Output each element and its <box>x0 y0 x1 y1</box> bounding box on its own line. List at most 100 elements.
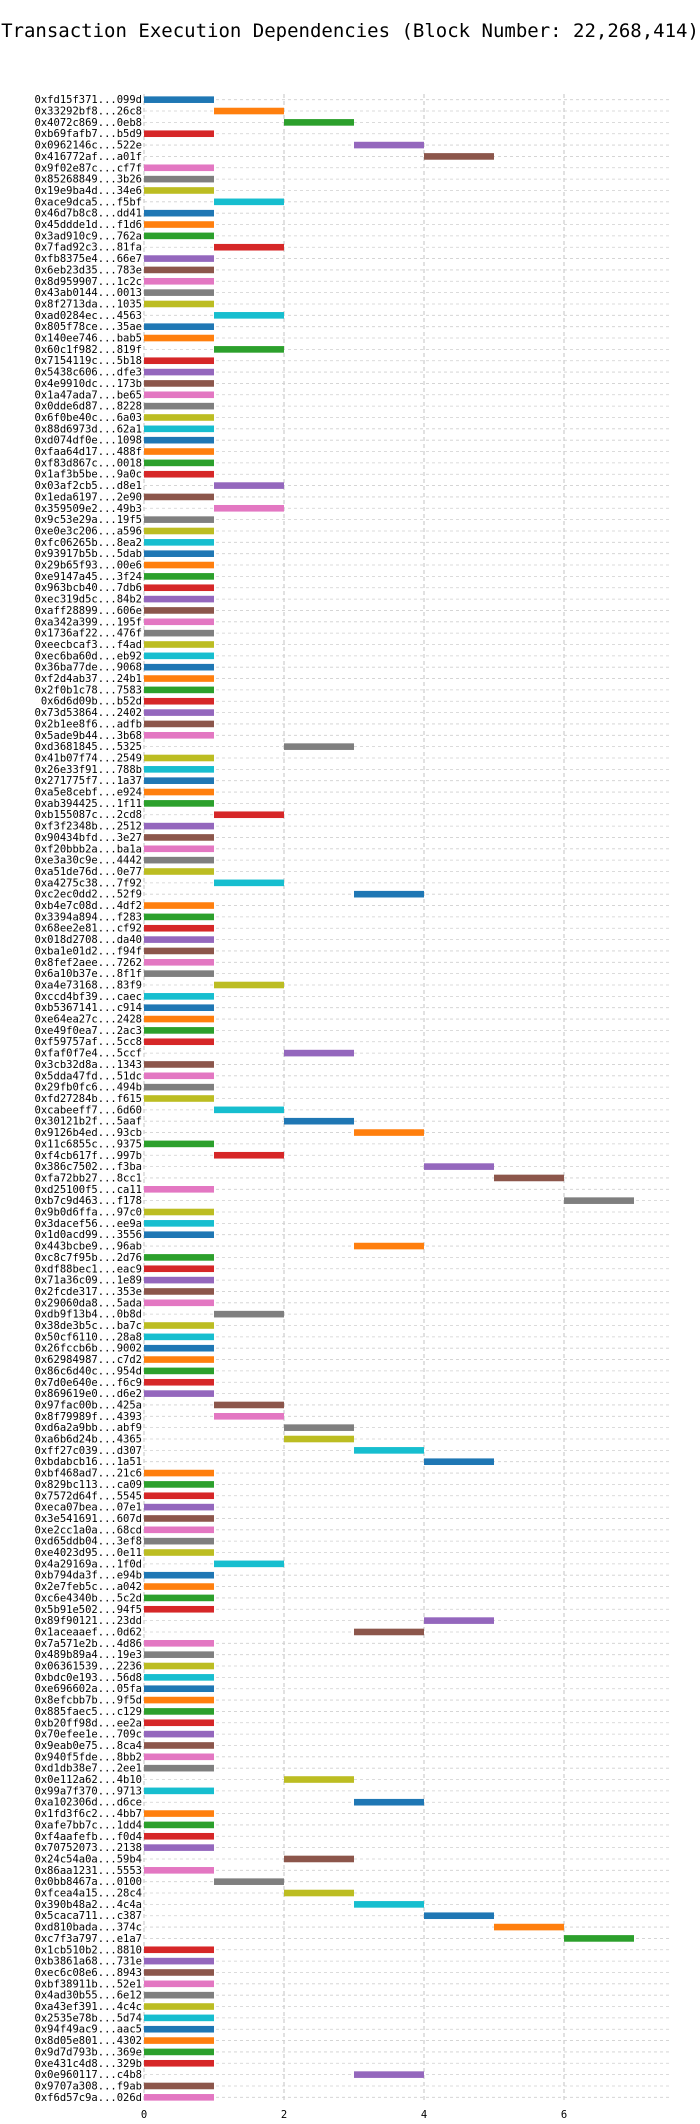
tick-label-y: 0xfd27284b...f615 <box>35 1093 142 1105</box>
tick-label-y: 0x3e541691...607d <box>35 1513 142 1525</box>
tick-label-y: 0xe4023d95...0e11 <box>35 1547 142 1559</box>
tick-label-y: 0xa4275c38...7f92 <box>35 877 142 889</box>
bar <box>144 1708 214 1715</box>
tick-label-y: 0xfcea4a15...28c4 <box>35 1888 142 1900</box>
bar <box>144 2025 214 2033</box>
bar <box>144 1742 214 1749</box>
bar <box>144 277 214 285</box>
tick-label-y: 0xc7f3a797...e1a7 <box>35 1933 142 1945</box>
tick-label-y: 0x3dacef56...ee9a <box>35 1218 142 1230</box>
bar <box>144 1208 214 1216</box>
tick-label-y: 0x29fb0fc6...494b <box>35 1082 142 1094</box>
bar <box>284 743 354 750</box>
tick-label-y: 0x1eda6197...2e90 <box>35 491 142 503</box>
bar <box>214 1560 284 1568</box>
bar <box>144 652 214 660</box>
bar <box>284 1435 354 1443</box>
tick-label-y: 0xf59757af...5cc8 <box>35 1036 142 1048</box>
tick-label-y: 0x2535e78b...5d74 <box>35 2012 142 2024</box>
tick-label-y: 0x8d05e801...4302 <box>35 2035 142 2047</box>
tick-label-y: 0xba1e01d2...f94f <box>35 945 142 957</box>
tick-label-y: 0x1a47ada7...be65 <box>35 389 142 401</box>
tick-label-y: 0x97fac00b...425a <box>35 1399 142 1411</box>
tick-label-y: 0xbf38911b...52e1 <box>35 1978 142 1990</box>
bar <box>144 357 214 365</box>
tick-label-y: 0x805f78ce...35ae <box>35 321 142 333</box>
tick-label-y: 0x8f2713da...1035 <box>35 298 142 310</box>
bar <box>144 1378 214 1386</box>
bar <box>144 1583 214 1590</box>
bar <box>144 1469 214 1477</box>
tick-label-y: 0xb69fafb7...b5d9 <box>35 128 142 140</box>
tick-label-y: 0xec6c08e6...8943 <box>35 1967 142 1979</box>
bar <box>214 981 284 989</box>
bar <box>144 1095 214 1102</box>
bar <box>424 153 494 160</box>
tick-label-y: 0xfaf0f7e4...5ccf <box>35 1048 142 1060</box>
bar <box>354 1901 424 1908</box>
bar <box>284 1117 354 1125</box>
bar <box>144 1685 214 1693</box>
bar <box>144 164 214 172</box>
bar <box>144 380 214 387</box>
bar <box>564 1197 634 1204</box>
tick-label-y: 0xa4e73168...83f9 <box>35 979 142 991</box>
tick-label-y: 0x06361539...2236 <box>35 1661 142 1673</box>
tick-label-y: 0x8fef2aee...7262 <box>35 957 142 969</box>
tick-label-y: 0x6a10b37e...8f1f <box>35 968 142 980</box>
tick-label-y: 0x6d6d09b...b52d <box>41 696 142 708</box>
bar <box>144 266 214 274</box>
tick-label-y: 0x885faec5...c129 <box>35 1706 142 1718</box>
bar <box>424 1163 494 1170</box>
bar <box>144 368 214 376</box>
bar <box>144 1867 214 1874</box>
bar <box>144 1696 214 1704</box>
bar <box>144 1640 214 1647</box>
tick-label-y: 0xc6e4340b...5c2d <box>35 1592 142 1604</box>
bar <box>424 1617 494 1624</box>
bar <box>144 868 214 875</box>
tick-label-y: 0xf2d4ab37...24b1 <box>35 673 142 685</box>
bar <box>144 1265 214 1273</box>
tick-label-y: 0xfa72bb27...8cc1 <box>35 1172 142 1184</box>
tick-label-y: 0x9f02e87c...cf7f <box>35 162 142 174</box>
bar <box>144 822 214 830</box>
tick-label-y: 0xa6b6d24b...4365 <box>35 1434 142 1446</box>
bar <box>144 550 214 557</box>
bar <box>144 1957 214 1965</box>
bar <box>424 1458 494 1466</box>
bar <box>144 1730 214 1738</box>
tick-label-y: 0x140ee746...bab5 <box>35 333 142 345</box>
bar <box>144 1821 214 1829</box>
bar <box>144 289 214 296</box>
tick-label-y: 0x7154119c...5b18 <box>35 355 142 367</box>
tick-label-y: 0x9b0d6ffa...97c0 <box>35 1207 142 1219</box>
bar <box>214 879 284 887</box>
bar <box>144 1605 214 1613</box>
bar <box>144 255 214 262</box>
tick-label-y: 0x85268849...3b26 <box>35 174 142 186</box>
bar <box>144 686 214 694</box>
tick-label-x: 6 <box>561 2109 567 2121</box>
tick-label-y: 0xc2ec0dd2...52f9 <box>35 889 142 901</box>
bar <box>354 1242 424 1250</box>
bar <box>144 1810 214 1817</box>
tick-label-y: 0xfc06265b...8ea2 <box>35 537 142 549</box>
bar <box>144 595 214 603</box>
tick-label-x: 2 <box>281 2109 287 2121</box>
bar <box>144 607 214 614</box>
tick-label-y: 0xcabeeff7...6d60 <box>35 1104 142 1116</box>
tick-label-y: 0x36ba77de...9068 <box>35 662 142 674</box>
tick-label-y: 0x5caca711...c387 <box>35 1910 142 1922</box>
tick-label-y: 0x9eab0e75...8ca4 <box>35 1740 142 1752</box>
tick-label-y: 0x489b89a4...19e3 <box>35 1649 142 1661</box>
bar <box>144 2059 214 2067</box>
bar <box>144 788 214 796</box>
tick-label-y: 0x6eb23d35...783e <box>35 264 142 276</box>
bar <box>144 2094 214 2101</box>
tick-label-y: 0x0bb8467a...0100 <box>35 1876 142 1888</box>
bar <box>144 527 214 535</box>
bar <box>144 1651 214 1658</box>
bar <box>284 1889 354 1897</box>
bar <box>144 1140 214 1148</box>
